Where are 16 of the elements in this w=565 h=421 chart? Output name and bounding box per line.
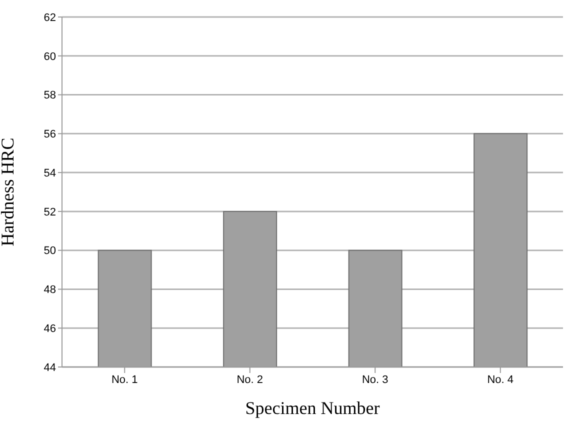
y-tick-label: 58 — [44, 90, 56, 102]
x-tick-label: No. 2 — [236, 374, 264, 386]
y-tick-label: 60 — [44, 50, 56, 63]
y-tick-label: 48 — [44, 284, 56, 296]
y-tick-label: 44 — [44, 362, 56, 374]
x-tick-label: No. 3 — [362, 374, 388, 386]
y-tick-label: 54 — [44, 167, 56, 180]
x-tick-label: No. 4 — [487, 374, 514, 386]
y-tick-label: 50 — [44, 245, 56, 258]
y-axis-title: Hardness HRC — [0, 138, 18, 246]
y-tick-label: 62 — [44, 12, 56, 24]
y-tick-label: 46 — [44, 323, 56, 336]
x-tick-label: No. 1 — [111, 374, 138, 386]
x-axis-title: Specimen Number — [245, 398, 380, 418]
y-tick-label: 56 — [44, 128, 56, 141]
y-tick-label: 52 — [44, 206, 56, 218]
